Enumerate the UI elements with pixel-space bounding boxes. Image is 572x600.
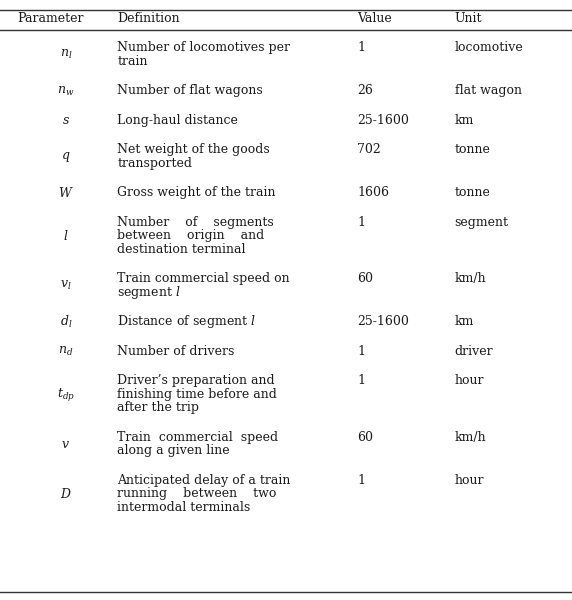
Text: 702: 702 — [358, 143, 382, 157]
Text: 1: 1 — [358, 474, 366, 487]
Text: Driver’s preparation and: Driver’s preparation and — [117, 374, 275, 388]
Text: Anticipated delay of a train: Anticipated delay of a train — [117, 474, 291, 487]
Text: between    origin    and: between origin and — [117, 229, 264, 242]
Text: Parameter: Parameter — [17, 11, 84, 25]
Text: along a given line: along a given line — [117, 445, 230, 457]
Text: transported: transported — [117, 157, 192, 170]
Text: $n_w$: $n_w$ — [57, 85, 74, 98]
Text: hour: hour — [455, 474, 484, 487]
Text: $v$: $v$ — [61, 438, 70, 451]
Text: tonne: tonne — [455, 187, 491, 199]
Text: 1: 1 — [358, 374, 366, 388]
Text: 1: 1 — [358, 216, 366, 229]
Text: km: km — [455, 114, 474, 127]
Text: segment $l$: segment $l$ — [117, 284, 181, 301]
Text: 25-1600: 25-1600 — [358, 316, 410, 328]
Text: Distance of segment $l$: Distance of segment $l$ — [117, 313, 256, 331]
Text: Number of locomotives per: Number of locomotives per — [117, 41, 290, 55]
Text: Number of drivers: Number of drivers — [117, 345, 235, 358]
Text: intermodal terminals: intermodal terminals — [117, 501, 251, 514]
Text: train: train — [117, 55, 148, 68]
Text: 60: 60 — [358, 431, 374, 444]
Text: segment: segment — [455, 216, 509, 229]
Text: $q$: $q$ — [61, 150, 70, 164]
Text: Definition: Definition — [117, 11, 180, 25]
Text: 1606: 1606 — [358, 187, 390, 199]
Text: $l$: $l$ — [63, 229, 69, 243]
Text: Unit: Unit — [455, 11, 482, 25]
Text: $D$: $D$ — [60, 487, 72, 501]
Text: hour: hour — [455, 374, 484, 388]
Text: destination terminal: destination terminal — [117, 243, 246, 256]
Text: 60: 60 — [358, 272, 374, 286]
Text: Value: Value — [358, 11, 392, 25]
Text: Number    of    segments: Number of segments — [117, 216, 274, 229]
Text: $s$: $s$ — [62, 114, 70, 127]
Text: locomotive: locomotive — [455, 41, 523, 55]
Text: 25-1600: 25-1600 — [358, 114, 410, 127]
Text: $n_d$: $n_d$ — [58, 345, 73, 358]
Text: 26: 26 — [358, 85, 374, 97]
Text: $n_l$: $n_l$ — [59, 48, 72, 61]
Text: $v_l$: $v_l$ — [60, 279, 72, 292]
Text: km/h: km/h — [455, 431, 486, 444]
Text: km: km — [455, 316, 474, 328]
Text: Train commercial speed on: Train commercial speed on — [117, 272, 290, 286]
Text: $W$: $W$ — [58, 186, 74, 200]
Text: flat wagon: flat wagon — [455, 85, 522, 97]
Text: driver: driver — [455, 345, 494, 358]
Text: Gross weight of the train: Gross weight of the train — [117, 187, 276, 199]
Text: 1: 1 — [358, 345, 366, 358]
Text: Long-haul distance: Long-haul distance — [117, 114, 238, 127]
Text: $d_l$: $d_l$ — [59, 314, 72, 330]
Text: finishing time before and: finishing time before and — [117, 388, 277, 401]
Text: Number of flat wagons: Number of flat wagons — [117, 85, 263, 97]
Text: tonne: tonne — [455, 143, 491, 157]
Text: 1: 1 — [358, 41, 366, 55]
Text: Net weight of the goods: Net weight of the goods — [117, 143, 270, 157]
Text: $t_{dp}$: $t_{dp}$ — [57, 386, 75, 403]
Text: Train  commercial  speed: Train commercial speed — [117, 431, 279, 444]
Text: after the trip: after the trip — [117, 401, 199, 415]
Text: running    between    two: running between two — [117, 487, 277, 500]
Text: km/h: km/h — [455, 272, 486, 286]
